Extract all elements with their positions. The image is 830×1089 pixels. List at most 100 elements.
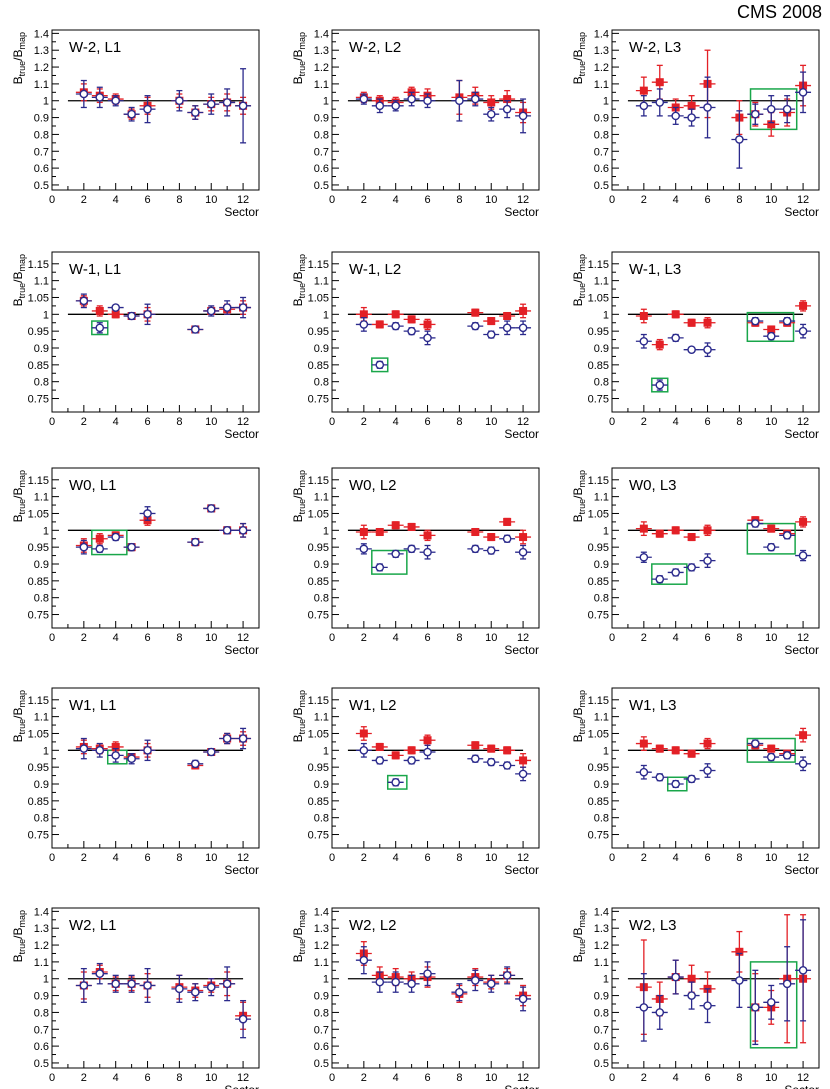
x-tick-label: 2 [81, 852, 87, 864]
y-tick-label: 1.2 [314, 62, 329, 74]
data-point-measured [519, 306, 528, 315]
y-tick-label: 0.85 [28, 796, 49, 808]
x-tick-label: 8 [176, 416, 182, 428]
y-tick-label: 1 [43, 525, 49, 537]
y-tick-label: 1 [323, 96, 329, 108]
data-point-model [518, 769, 528, 779]
data-point-model [391, 549, 400, 559]
data-point-model [502, 104, 512, 114]
y-tick-label: 1.3 [34, 923, 49, 935]
data-point-model [423, 747, 432, 757]
panel-title: W1, L1 [69, 697, 117, 714]
data-point-model [127, 979, 136, 989]
data-point-measured [655, 529, 664, 538]
plot-frame [611, 251, 820, 413]
y-tick-label: 1.1 [594, 957, 609, 969]
data-point-model [798, 759, 808, 769]
y-tick-label: 0.75 [588, 394, 609, 406]
y-tick-label: 1.2 [314, 940, 329, 952]
y-tick-label: 0.9 [314, 991, 329, 1003]
x-tick-label: 0 [49, 632, 55, 644]
data-point-measured [423, 531, 432, 540]
y-axis-label: Btrue/Bmap [11, 254, 27, 306]
data-point-measured [687, 749, 696, 758]
x-tick-label: 6 [704, 632, 710, 644]
data-point-model [703, 766, 712, 775]
x-tick-label: 4 [393, 194, 399, 206]
panel-title: W2, L2 [349, 917, 397, 934]
data-point-model [735, 135, 744, 144]
data-point-measured [639, 524, 648, 533]
data-point-model [206, 982, 216, 992]
y-tick-label: 0.9 [594, 779, 609, 791]
y-tick-label: 0.75 [28, 394, 49, 406]
y-tick-label: 0.8 [34, 377, 49, 389]
plot-frame [331, 251, 540, 413]
data-point-model [518, 994, 528, 1004]
x-tick-label: 4 [113, 632, 119, 644]
x-tick-label: 4 [113, 852, 119, 864]
data-point-model [655, 772, 665, 782]
y-tick-label: 0.9 [34, 343, 49, 355]
chart-panel: 0.5 0.6 0.7 0.8 0.9 1 1.1 1.2 1.3 1.4 0 2 4 6 8 10 12Sec… [571, 906, 820, 1089]
data-point-measured [687, 533, 696, 542]
y-tick-label: 1.1 [594, 79, 609, 91]
y-axis-label: Btrue/Bmap [291, 32, 307, 84]
x-tick-label: 4 [113, 194, 119, 206]
data-point-model [703, 103, 712, 112]
y-axis-label: Btrue/Bmap [291, 254, 307, 306]
x-tick-label: 10 [485, 852, 497, 864]
x-tick-label: 0 [49, 194, 55, 206]
y-tick-label: 1.15 [28, 475, 49, 487]
y-tick-label: 1.3 [34, 45, 49, 57]
x-tick-label: 6 [144, 852, 150, 864]
data-point-model [655, 380, 665, 390]
data-point-measured [359, 528, 368, 536]
y-tick-label: 0.85 [308, 360, 329, 372]
data-point-measured [703, 526, 712, 535]
data-point-model [639, 1003, 649, 1012]
chart-panel: 0.75 0.8 0.85 0.9 0.95 1 1.05 1.1 1.15 0 2 4 6 8 10 12S… [571, 251, 820, 441]
x-tick-label: 4 [393, 632, 399, 644]
data-point-model [191, 537, 200, 547]
y-tick-label: 1 [323, 974, 329, 986]
plot-frame [331, 907, 540, 1069]
y-tick-label: 0.95 [308, 762, 329, 774]
data-point-model [175, 984, 184, 994]
data-point-model [798, 326, 808, 336]
data-point-measured [375, 528, 384, 536]
data-point-model [222, 734, 232, 743]
x-tick-label: 12 [237, 194, 249, 206]
x-tick-label: 8 [456, 852, 462, 864]
y-tick-label: 1.4 [314, 906, 329, 918]
y-axis-label: Btrue/Bmap [571, 690, 587, 742]
x-tick-label: 6 [704, 1072, 710, 1084]
y-tick-label: 1.1 [34, 492, 49, 504]
data-point-measured [487, 317, 496, 326]
data-point-model [375, 101, 385, 111]
x-tick-label: 8 [736, 852, 742, 864]
data-point-measured [487, 744, 496, 753]
y-tick-label: 1.15 [28, 259, 49, 271]
y-tick-label: 1.1 [314, 712, 329, 724]
x-tick-label: 6 [424, 1072, 430, 1084]
y-axis-label: Btrue/Bmap [11, 910, 27, 962]
x-tick-label: 12 [517, 194, 529, 206]
data-point-model [655, 574, 665, 584]
data-point-measured [639, 739, 648, 748]
y-tick-label: 0.9 [594, 113, 609, 125]
data-point-measured [423, 320, 432, 329]
data-point-measured [503, 312, 512, 320]
y-tick-label: 1.15 [588, 259, 609, 271]
data-point-model [143, 509, 152, 518]
chart-panel: 0.75 0.8 0.85 0.9 0.95 1 1.05 1.1 1.15 0 2 4 6 8 10 12S… [11, 687, 260, 877]
data-point-model [359, 544, 369, 554]
plot-frame [611, 29, 820, 191]
panel-title: W0, L1 [69, 477, 117, 494]
data-point-model [391, 101, 400, 111]
data-point-model [486, 979, 496, 989]
x-tick-label: 0 [49, 1072, 55, 1084]
y-tick-label: 1.2 [594, 62, 609, 74]
data-point-model [486, 546, 496, 555]
data-point-model [391, 977, 400, 987]
